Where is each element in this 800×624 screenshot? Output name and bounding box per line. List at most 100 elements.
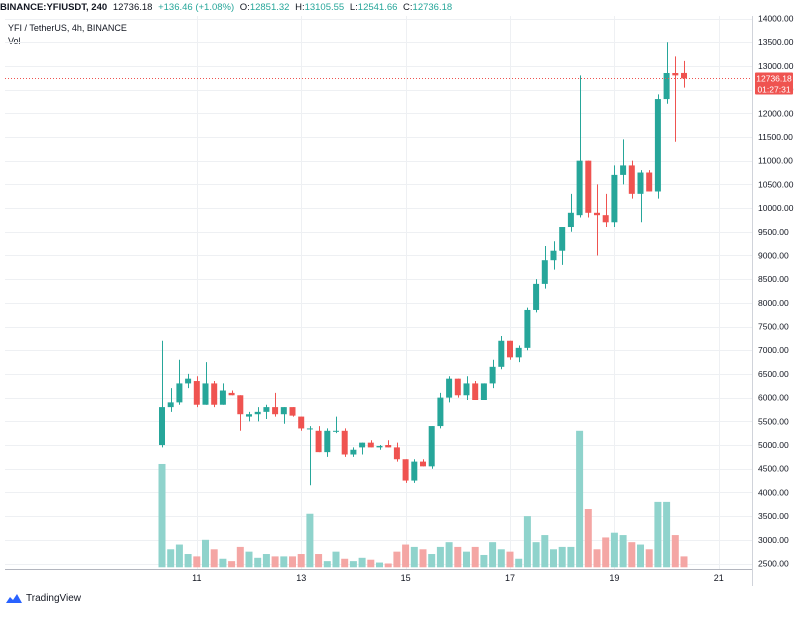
- volume-bar: [497, 549, 505, 568]
- price-tick-label: 2500.00: [758, 559, 789, 569]
- volume-bar: [262, 554, 270, 568]
- volume-bar: [463, 551, 470, 568]
- volume-bar: [489, 542, 497, 568]
- volume-bar: [367, 559, 375, 568]
- branding[interactable]: TradingView: [6, 593, 81, 604]
- time-tick-label: 13: [296, 573, 306, 583]
- volume-bar: [184, 554, 192, 568]
- price-tick-label: 7500.00: [758, 322, 789, 332]
- tradingview-logo-icon: [6, 593, 22, 603]
- price-tick-label: 13500.00: [758, 37, 794, 47]
- volume-bar: [593, 549, 601, 568]
- price-tick-label: 14000.00: [758, 14, 794, 24]
- volume-bar: [515, 558, 523, 568]
- volume-bar: [637, 544, 644, 568]
- candle-body: [428, 426, 435, 467]
- candle-body: [663, 73, 670, 100]
- volume-bar: [445, 542, 453, 568]
- price-tick-label: 5500.00: [758, 416, 789, 426]
- volume-bar: [271, 556, 279, 568]
- volume-bar: [567, 546, 575, 568]
- volume-bar: [619, 535, 627, 568]
- volume-bar: [576, 430, 584, 568]
- candle-body: [402, 459, 409, 481]
- volume-bar: [332, 551, 340, 568]
- candle-body: [420, 461, 426, 467]
- volume-bar: [297, 554, 305, 568]
- candle-body: [367, 442, 374, 448]
- volume-bar: [158, 463, 166, 568]
- time-tick-label: 11: [192, 573, 201, 583]
- volume-bar: [323, 561, 331, 568]
- candle-body: [246, 414, 252, 417]
- volume-bar: [306, 513, 314, 568]
- volume-bar: [671, 535, 679, 568]
- grid: [5, 16, 752, 569]
- open-label: O:: [239, 2, 250, 13]
- price-tick-label: 3500.00: [758, 511, 789, 521]
- candle-body: [376, 445, 383, 448]
- candle-body: [315, 430, 322, 453]
- time-axis[interactable]: 11 13 15 17 19 21: [192, 573, 724, 583]
- price-tick-label: 11000.00: [758, 156, 793, 166]
- volume-bar: [410, 546, 418, 568]
- volume-bar: [280, 556, 288, 568]
- candle-body: [411, 461, 418, 481]
- volume-bar: [228, 561, 236, 568]
- volume-bar: [628, 542, 636, 568]
- branding-label: TradingView: [26, 593, 82, 604]
- candle-body: [437, 397, 444, 427]
- price-tag-countdown: 01:27:31: [757, 85, 790, 95]
- volume-bar: [645, 549, 653, 568]
- candle-body: [446, 378, 453, 398]
- volume-bar: [541, 535, 549, 568]
- volume-bar: [471, 546, 479, 568]
- high-value: 13105.55: [304, 2, 345, 13]
- candle-body: [333, 430, 339, 432]
- candle-body: [515, 347, 522, 358]
- price-tick-label: 4500.00: [758, 464, 789, 474]
- candle-body: [228, 392, 235, 396]
- candle-body: [602, 215, 609, 223]
- candle-body: [559, 227, 566, 251]
- open-value: 12851.32: [249, 2, 290, 13]
- volume-bar: [193, 556, 201, 568]
- candle-body: [359, 442, 366, 448]
- series-legend[interactable]: YFI / TetherUS, 4h, BINANCE: [8, 23, 127, 33]
- candle-body: [280, 407, 287, 415]
- volume-legend[interactable]: Vol: [8, 36, 21, 46]
- price-tick-label: 7000.00: [758, 345, 789, 355]
- volume-bar: [315, 554, 323, 568]
- volume-bar: [384, 563, 392, 568]
- volume-bar: [680, 556, 688, 568]
- candle-body: [306, 428, 313, 430]
- last-price: 12736.18: [112, 2, 153, 13]
- candle-body: [524, 309, 531, 348]
- price-tick-label: 13000.00: [758, 61, 794, 71]
- price-axis[interactable]: 2500.00 3000.00 3500.00 4000.00 4500.00 5000.…: [758, 14, 794, 569]
- time-tick-label: 21: [714, 573, 724, 583]
- volume-bar: [402, 544, 410, 568]
- candle-body: [237, 395, 244, 415]
- volume-bar: [358, 557, 366, 568]
- volume-bar: [610, 532, 618, 568]
- candle-body: [393, 447, 400, 460]
- volume-bar: [254, 557, 262, 568]
- candle-body: [576, 160, 583, 216]
- volume-bar: [167, 549, 175, 568]
- price-tick-label: 5000.00: [758, 440, 789, 450]
- candle-body: [628, 165, 635, 194]
- candle-body: [289, 407, 296, 416]
- candle-body: [480, 383, 487, 400]
- volume-bar: [245, 551, 253, 568]
- volume-bar: [419, 549, 427, 568]
- symbol-label[interactable]: BINANCE:YFIUSDT, 240: [0, 2, 108, 13]
- volume-bar: [436, 546, 444, 568]
- volume-bar: [602, 537, 610, 568]
- price-tag-value: 12736.18: [756, 74, 792, 84]
- volume-bar: [210, 549, 218, 568]
- candle-body: [185, 378, 192, 384]
- candle-body: [176, 383, 183, 403]
- volume-bar: [289, 556, 296, 568]
